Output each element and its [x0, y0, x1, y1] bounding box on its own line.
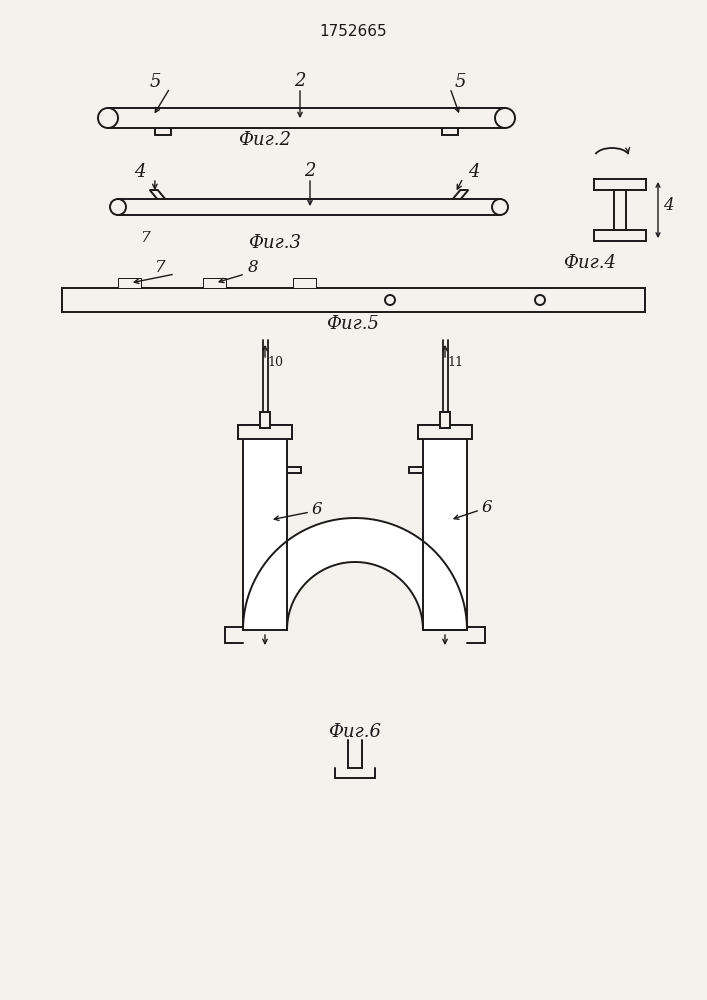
Bar: [440, 412, 450, 428]
Text: 2: 2: [294, 72, 305, 90]
Text: Фиг.5: Фиг.5: [327, 315, 380, 333]
Bar: [243, 425, 287, 630]
Bar: [260, 412, 270, 428]
Circle shape: [98, 108, 118, 128]
Circle shape: [385, 295, 395, 305]
Text: 10: 10: [267, 357, 283, 369]
Text: 5: 5: [455, 73, 466, 91]
Text: 4: 4: [134, 163, 146, 181]
Circle shape: [535, 295, 545, 305]
Text: 2: 2: [304, 162, 316, 180]
Bar: [418, 425, 472, 439]
Circle shape: [495, 108, 515, 128]
Bar: [614, 190, 626, 230]
Text: 5: 5: [149, 73, 160, 91]
Text: 6: 6: [481, 498, 492, 516]
Bar: [594, 230, 646, 241]
Bar: [238, 425, 292, 439]
Polygon shape: [243, 518, 467, 630]
Circle shape: [110, 199, 126, 215]
Bar: [294, 279, 316, 288]
Bar: [594, 179, 646, 190]
Bar: [423, 425, 467, 630]
Polygon shape: [150, 190, 177, 213]
Bar: [119, 279, 141, 288]
Circle shape: [492, 199, 508, 215]
Bar: [62, 288, 645, 312]
Text: 7: 7: [155, 259, 165, 276]
Text: Фиг.3: Фиг.3: [248, 234, 301, 252]
Text: 4: 4: [468, 163, 480, 181]
Text: Фиг.6: Фиг.6: [329, 723, 382, 741]
Text: 1752665: 1752665: [319, 24, 387, 39]
Text: 11: 11: [447, 357, 463, 369]
Text: Фиг.2: Фиг.2: [238, 131, 291, 149]
Polygon shape: [441, 190, 468, 213]
Bar: [118, 199, 500, 215]
Bar: [204, 279, 226, 288]
Text: 4: 4: [662, 196, 673, 214]
Text: Фиг.4: Фиг.4: [563, 254, 617, 272]
Polygon shape: [159, 201, 179, 210]
Text: 8: 8: [247, 259, 258, 276]
Bar: [108, 108, 505, 128]
Text: 7: 7: [140, 231, 150, 245]
Text: 6: 6: [312, 502, 322, 518]
Polygon shape: [439, 201, 459, 210]
